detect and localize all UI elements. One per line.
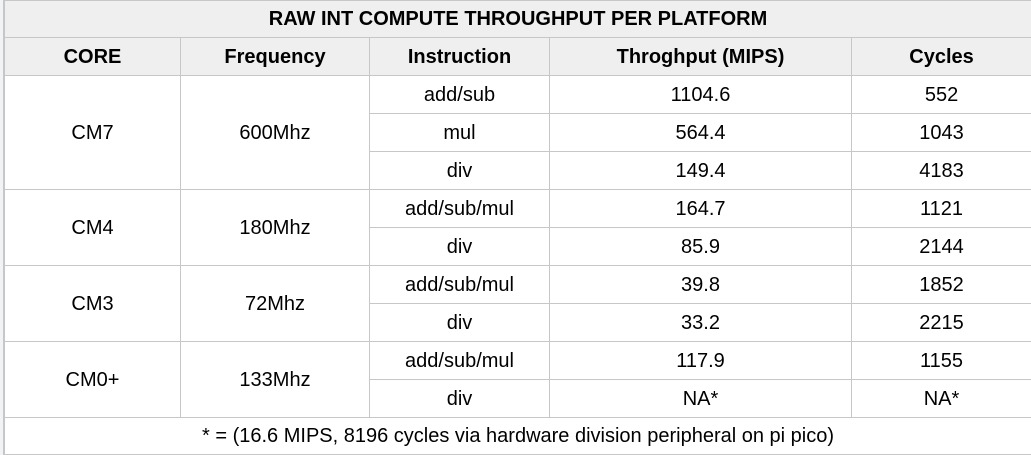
header-throughput[interactable]: Throghput (MIPS) <box>549 37 852 76</box>
header-cycles[interactable]: Cycles <box>850 37 1031 76</box>
table-row: CM7 600Mhz add/sub 1104.6 552 <box>4 75 1031 190</box>
core-cell[interactable]: CM0+ <box>4 341 181 418</box>
title-row: RAW INT COMPUTE THROUGHPUT PER PLATFORM <box>3 0 1031 38</box>
core-cell[interactable]: CM7 <box>4 75 181 190</box>
table-row: div 85.9 2144 <box>5 227 1031 266</box>
cycles-cell[interactable]: 4183 <box>850 151 1031 190</box>
table-row: div NA* NA* <box>5 379 1031 418</box>
cycles-cell[interactable]: 2144 <box>850 227 1031 266</box>
cycles-cell[interactable]: 1852 <box>850 265 1031 304</box>
throughput-cell[interactable]: 33.2 <box>549 303 852 342</box>
frequency-cell[interactable]: 133Mhz <box>180 341 370 418</box>
table-row: CM4 180Mhz add/sub/mul 164.7 1121 <box>4 189 1031 266</box>
cycles-cell[interactable]: 2215 <box>850 303 1031 342</box>
throughput-cell[interactable]: 39.8 <box>549 265 852 304</box>
cycles-cell[interactable]: 1043 <box>850 113 1031 152</box>
throughput-cell[interactable]: 1104.6 <box>549 75 852 114</box>
instruction-cell[interactable]: add/sub/mul <box>369 265 550 304</box>
table-title[interactable]: RAW INT COMPUTE THROUGHPUT PER PLATFORM <box>3 0 1031 38</box>
table-row: div 149.4 4183 <box>5 151 1031 190</box>
instruction-cell[interactable]: mul <box>369 113 550 152</box>
throughput-cell[interactable]: 164.7 <box>549 189 852 228</box>
cycles-cell[interactable]: NA* <box>850 379 1031 418</box>
core-cell[interactable]: CM3 <box>4 265 181 342</box>
core-cell[interactable]: CM4 <box>4 189 181 266</box>
row-gutter <box>0 0 4 455</box>
footnote[interactable]: * = (16.6 MIPS, 8196 cycles via hardware… <box>3 417 1031 455</box>
header-core[interactable]: CORE <box>4 37 181 76</box>
table-row: div 33.2 2215 <box>5 303 1031 342</box>
header-row: CORE Frequency Instruction Throghput (MI… <box>4 37 1031 76</box>
table-row: CM3 72Mhz add/sub/mul 39.8 1852 <box>4 265 1031 342</box>
cycles-cell[interactable]: 1155 <box>850 341 1031 380</box>
instruction-cell[interactable]: add/sub/mul <box>369 189 550 228</box>
header-frequency[interactable]: Frequency <box>180 37 370 76</box>
frequency-cell[interactable]: 600Mhz <box>180 75 370 190</box>
cycles-cell[interactable]: 552 <box>850 75 1031 114</box>
frequency-cell[interactable]: 72Mhz <box>180 265 370 342</box>
throughput-cell[interactable]: 85.9 <box>549 227 852 266</box>
throughput-table: RAW INT COMPUTE THROUGHPUT PER PLATFORM … <box>3 0 1031 455</box>
throughput-cell[interactable]: 149.4 <box>549 151 852 190</box>
instruction-cell[interactable]: div <box>369 227 550 266</box>
throughput-cell[interactable]: NA* <box>549 379 852 418</box>
cycles-cell[interactable]: 1121 <box>850 189 1031 228</box>
footnote-row: * = (16.6 MIPS, 8196 cycles via hardware… <box>3 417 1031 455</box>
instruction-cell[interactable]: add/sub <box>369 75 550 114</box>
table-row: CM0+ 133Mhz add/sub/mul 117.9 1155 <box>4 341 1031 418</box>
instruction-cell[interactable]: div <box>369 303 550 342</box>
header-instruction[interactable]: Instruction <box>369 37 550 76</box>
frequency-cell[interactable]: 180Mhz <box>180 189 370 266</box>
throughput-cell[interactable]: 564.4 <box>549 113 852 152</box>
throughput-cell[interactable]: 117.9 <box>549 341 852 380</box>
instruction-cell[interactable]: div <box>369 151 550 190</box>
instruction-cell[interactable]: div <box>369 379 550 418</box>
instruction-cell[interactable]: add/sub/mul <box>369 341 550 380</box>
